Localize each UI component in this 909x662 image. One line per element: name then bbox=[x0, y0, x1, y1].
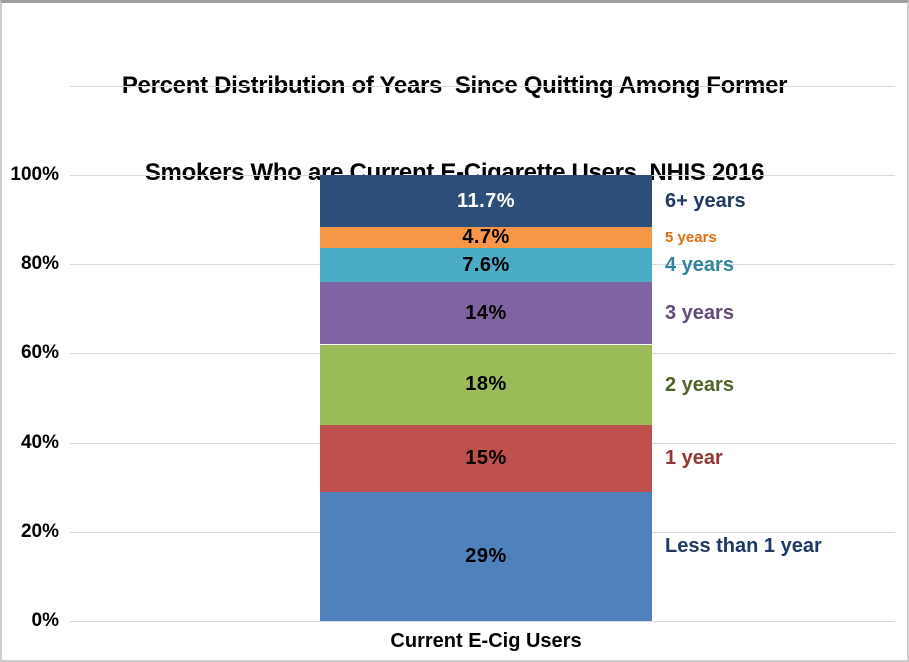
gridline-120pct bbox=[70, 86, 895, 87]
chart-title: Percent Distribution of Years Since Quit… bbox=[2, 13, 907, 245]
y-tick-80: 80% bbox=[20, 253, 59, 274]
bar-segment-1-year: 15% bbox=[320, 424, 652, 492]
series-label-4-years: 4 years bbox=[665, 254, 734, 276]
series-label-6-years: 6+ years bbox=[665, 190, 746, 212]
segment-value-4-years: 7.6% bbox=[462, 253, 510, 276]
gridline-0pct bbox=[70, 621, 895, 622]
bar-segment-3-years: 14% bbox=[320, 282, 652, 345]
bar-segment-less-than-1-year: 29% bbox=[320, 491, 652, 621]
chart-title-line1: Percent Distribution of Years Since Quit… bbox=[121, 72, 788, 99]
y-tick-100: 100% bbox=[10, 164, 59, 185]
x-category-label: Current E-Cig Users bbox=[390, 630, 582, 652]
y-tick-60: 60% bbox=[20, 342, 59, 363]
bar-segment-2-years: 18% bbox=[320, 344, 652, 425]
bar-segment-6-years: 11.7% bbox=[320, 175, 652, 228]
series-label-3-years: 3 years bbox=[665, 302, 734, 324]
series-label-5-years: 5 years bbox=[665, 229, 717, 246]
segment-value-2-years: 18% bbox=[465, 373, 507, 396]
bar-segment-4-years: 7.6% bbox=[320, 248, 652, 282]
series-label-1-year: 1 year bbox=[665, 447, 723, 469]
bar-segment-5-years: 4.7% bbox=[320, 226, 652, 249]
series-label-2-years: 2 years bbox=[665, 374, 734, 396]
series-label-less-than-1-year: Less than 1 year bbox=[665, 535, 822, 557]
segment-value-less-than-1-year: 29% bbox=[465, 544, 507, 567]
y-tick-20: 20% bbox=[20, 521, 59, 542]
segment-value-6-years: 11.7% bbox=[456, 189, 516, 212]
segment-value-3-years: 14% bbox=[465, 301, 507, 324]
segment-value-1-year: 15% bbox=[465, 446, 507, 469]
y-tick-0: 0% bbox=[31, 610, 59, 631]
segment-value-5-years: 4.7% bbox=[462, 226, 510, 249]
y-tick-40: 40% bbox=[20, 432, 59, 453]
